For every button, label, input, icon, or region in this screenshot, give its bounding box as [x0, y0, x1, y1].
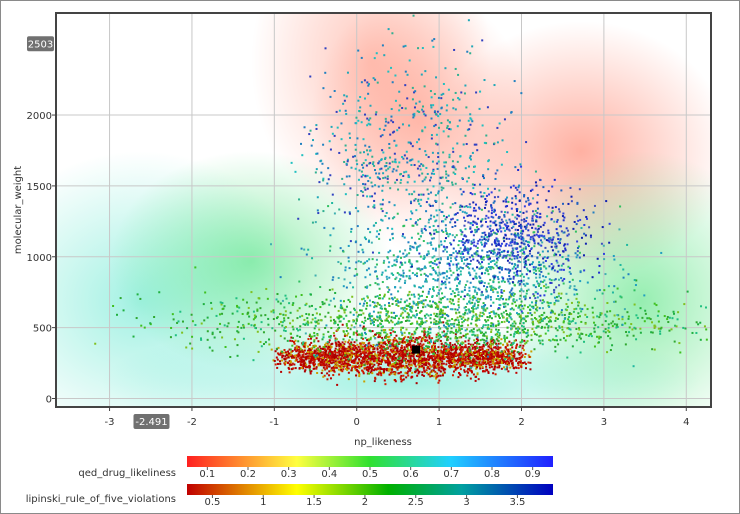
legend-tick-label: 0.5 — [362, 469, 378, 480]
data-points — [94, 14, 708, 386]
legend-tick-label: 2 — [362, 497, 368, 508]
legend-tick-label: 3.5 — [509, 497, 525, 508]
lipinski-gradient-bar — [187, 484, 553, 495]
y-axis-title: molecular_weight — [13, 166, 24, 254]
legend-tick-label: 0.4 — [321, 469, 337, 480]
x-axis-ticks: -3 -2 -1 0 1 2 3 4 — [105, 407, 689, 428]
x-tick-label: 3 — [601, 417, 607, 428]
lipinski-legend-ticks: 0.5 1 1.5 2 2.5 3 3.5 — [204, 495, 525, 508]
scatter-series — [270, 321, 533, 386]
legend-tick-label: 0.5 — [204, 497, 220, 508]
lipinski-legend[interactable]: lipinski_rule_of_five_violations 0.5 1 1.5… — [26, 484, 553, 508]
cursor-x-value: -2.491 — [135, 417, 167, 428]
qed-gradient-bar — [187, 456, 553, 467]
y-tick-label: 2000 — [27, 111, 52, 122]
x-tick-label: 4 — [683, 417, 689, 428]
legend-tick-label: 3 — [463, 497, 469, 508]
legend-tick-label: 0.7 — [443, 469, 459, 480]
x-tick-label: 2 — [518, 417, 524, 428]
qed-legend[interactable]: qed_drug_likeliness 0.1 0.2 0.3 0.4 0.5 0.6 0.… — [78, 456, 553, 480]
cursor-y-value: 2503 — [28, 39, 53, 50]
legend-tick-label: 0.8 — [484, 469, 500, 480]
x-tick-label: -3 — [105, 417, 115, 428]
qed-legend-title: qed_drug_likeliness — [78, 468, 176, 479]
x-tick-label: -1 — [269, 417, 279, 428]
legend-tick-label: 2.5 — [408, 497, 424, 508]
legend-tick-label: 0.1 — [199, 469, 215, 480]
y-tick-label: 1500 — [27, 182, 52, 193]
x-axis-title: np_likeness — [354, 437, 412, 448]
scatter-series — [94, 266, 708, 375]
cursor-y-badge: 2503 — [27, 36, 54, 52]
qed-legend-ticks: 0.1 0.2 0.3 0.4 0.5 0.6 0.7 0.8 0.9 — [199, 467, 541, 480]
plot-area[interactable] — [1, 1, 739, 451]
y-tick-label: 0 — [46, 394, 52, 405]
scatter-series — [290, 14, 537, 272]
lipinski-legend-title: lipinski_rule_of_five_violations — [26, 494, 176, 505]
plot-border — [55, 12, 712, 408]
x-tick-label: 0 — [354, 417, 360, 428]
x-tick-label: -2 — [187, 417, 197, 428]
legend-tick-label: 0.9 — [525, 469, 541, 480]
legend-tick-label: 0.2 — [240, 469, 256, 480]
x-tick-label: 1 — [436, 417, 442, 428]
y-tick-label: 500 — [33, 324, 52, 335]
legend-tick-label: 1 — [260, 497, 266, 508]
legend-tick-label: 1.5 — [306, 497, 322, 508]
selected-point-marker[interactable] — [412, 345, 421, 354]
legend-tick-label: 0.6 — [403, 469, 419, 480]
cursor-x-badge: -2.491 — [133, 414, 170, 429]
y-tick-label: 1000 — [27, 253, 52, 264]
scatter-series — [410, 165, 611, 313]
legend-tick-label: 0.3 — [281, 469, 297, 480]
density-halo — [56, 13, 711, 407]
y-axis-ticks: 0 500 1000 1500 2000 — [27, 111, 56, 405]
